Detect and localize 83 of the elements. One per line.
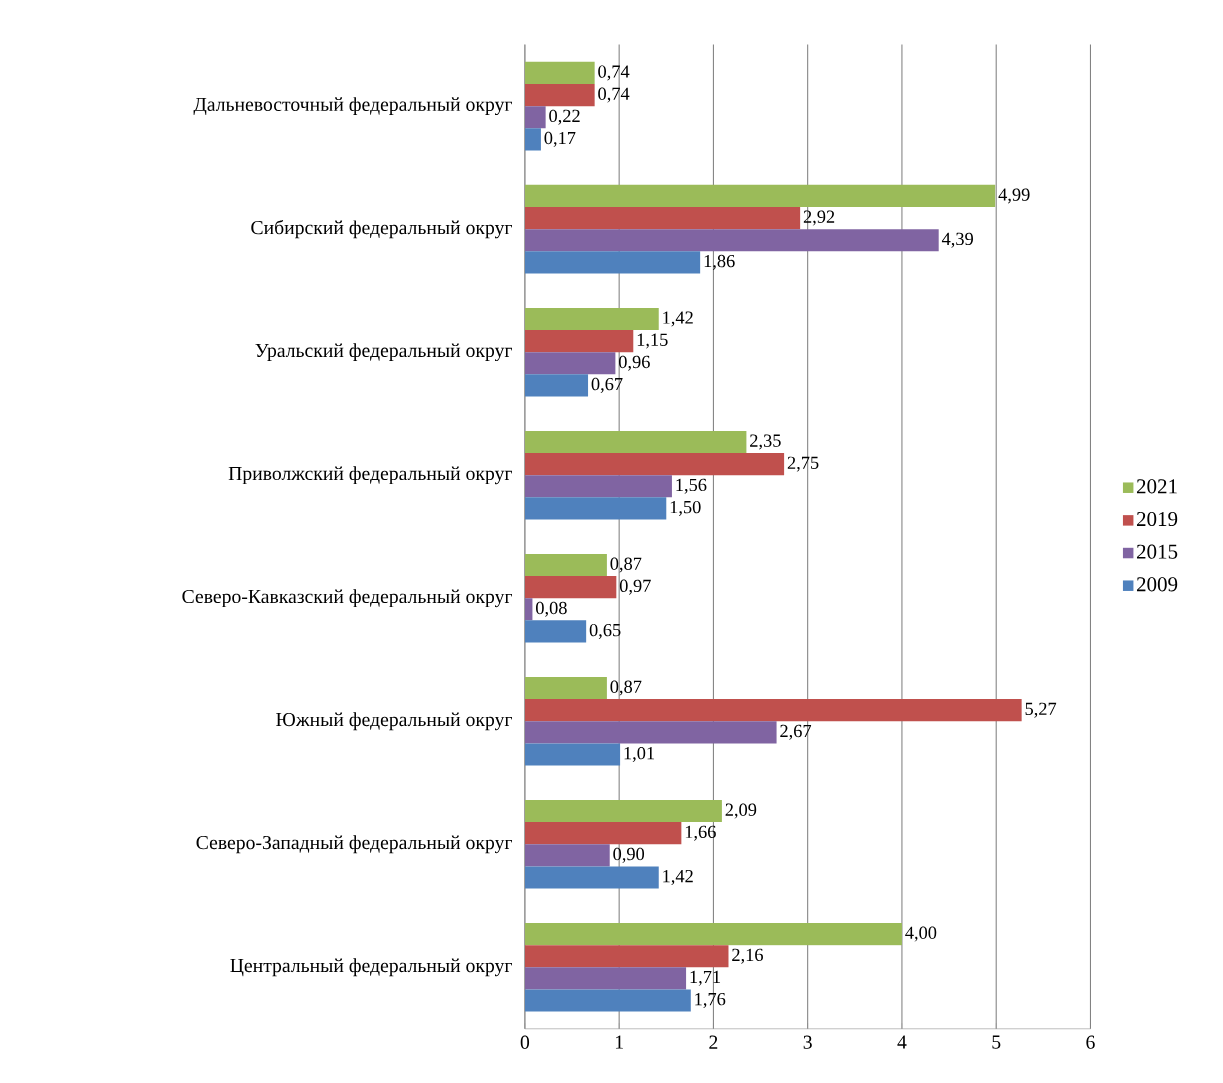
data-label: 1,01 bbox=[624, 747, 655, 763]
legend-label: 2019 bbox=[1136, 512, 1178, 527]
data-label: 0,87 bbox=[610, 557, 642, 573]
y-tick-label: Дальневосточный федеральный округ bbox=[193, 97, 512, 116]
x-tick-label: 2 bbox=[709, 1035, 718, 1049]
data-label: 4,39 bbox=[941, 232, 973, 248]
data-label: 0,74 bbox=[598, 65, 630, 81]
data-label: 0,65 bbox=[589, 624, 621, 640]
bar bbox=[524, 989, 691, 1012]
bar bbox=[524, 967, 687, 990]
bar bbox=[524, 453, 785, 476]
bar bbox=[524, 554, 607, 577]
data-label: 5,27 bbox=[1025, 702, 1057, 718]
bar bbox=[524, 800, 722, 823]
bar bbox=[524, 475, 672, 498]
bar bbox=[524, 822, 682, 845]
data-label: 1,42 bbox=[663, 311, 693, 327]
data-label: 1,56 bbox=[676, 478, 707, 494]
data-label: 0,87 bbox=[610, 680, 642, 696]
data-label: 2,92 bbox=[803, 210, 835, 226]
x-tick-label: 1 bbox=[615, 1035, 623, 1049]
bar bbox=[524, 576, 617, 599]
data-label: 2,35 bbox=[750, 434, 781, 450]
legend-label: 2009 bbox=[1136, 577, 1178, 592]
x-tick-label: 6 bbox=[1086, 1035, 1095, 1050]
data-label: 2,16 bbox=[732, 948, 763, 964]
bar bbox=[524, 677, 607, 700]
bar bbox=[524, 598, 533, 621]
bar bbox=[524, 743, 621, 766]
legend-label: 2021 bbox=[1136, 479, 1177, 494]
bar bbox=[524, 84, 595, 107]
data-label: 1,15 bbox=[637, 333, 668, 349]
y-tick-label: Уральский федеральный округ bbox=[255, 343, 512, 362]
x-tick-label: 3 bbox=[803, 1035, 812, 1050]
y-tick-label: Центральный федеральный округ bbox=[230, 958, 512, 977]
data-label: 0,97 bbox=[619, 579, 651, 595]
y-tick-label: Северо-Западный федеральный округ bbox=[196, 835, 512, 854]
bar bbox=[524, 923, 902, 946]
data-label: 0,67 bbox=[591, 378, 623, 394]
data-label: 2,09 bbox=[725, 803, 757, 819]
y-tick-label: Южный федеральный округ bbox=[276, 712, 512, 731]
data-label: 0,08 bbox=[536, 601, 567, 618]
data-label: 1,66 bbox=[685, 825, 716, 841]
y-tick-label: Приволжский федеральный округ bbox=[228, 466, 512, 485]
data-label: 1,86 bbox=[704, 255, 735, 271]
x-tick-label: 4 bbox=[897, 1035, 907, 1049]
data-label: 1,76 bbox=[695, 993, 726, 1009]
bar bbox=[524, 866, 659, 889]
data-label: 0,22 bbox=[549, 109, 580, 125]
bar bbox=[524, 128, 541, 151]
bar bbox=[524, 699, 1022, 722]
data-label: 2,67 bbox=[780, 725, 812, 740]
bar bbox=[524, 185, 996, 208]
bar bbox=[524, 374, 589, 397]
bar bbox=[524, 945, 729, 968]
y-tick-label: Северо-Кавказский федеральный округ bbox=[182, 589, 512, 608]
bar bbox=[524, 844, 610, 867]
data-label: 0,17 bbox=[544, 132, 576, 148]
data-label: 2,75 bbox=[787, 456, 819, 472]
bar bbox=[524, 207, 801, 230]
data-label: 1,42 bbox=[663, 870, 693, 886]
x-tick-label: 0 bbox=[520, 1035, 530, 1050]
data-label: 0,90 bbox=[613, 848, 645, 864]
bar bbox=[524, 431, 747, 454]
data-label: 1,50 bbox=[670, 501, 701, 517]
bar bbox=[524, 229, 939, 252]
bar bbox=[524, 308, 659, 331]
bar bbox=[524, 352, 616, 375]
bar bbox=[524, 721, 777, 744]
legend-label: 2015 bbox=[1136, 544, 1178, 559]
bar bbox=[524, 251, 701, 274]
data-label: 0,96 bbox=[618, 355, 650, 371]
data-label: 4,99 bbox=[998, 188, 1030, 204]
bar bbox=[524, 497, 667, 520]
bar bbox=[524, 620, 587, 643]
bar bbox=[524, 330, 634, 353]
bar bbox=[524, 106, 546, 129]
x-tick-label: 5 bbox=[992, 1035, 1001, 1049]
y-tick-label: Сибирский федеральный округ bbox=[251, 220, 512, 239]
data-label: 4,00 bbox=[905, 926, 937, 942]
bar bbox=[524, 62, 595, 85]
data-label: 1,71 bbox=[690, 971, 721, 987]
data-label: 0,74 bbox=[598, 87, 630, 103]
